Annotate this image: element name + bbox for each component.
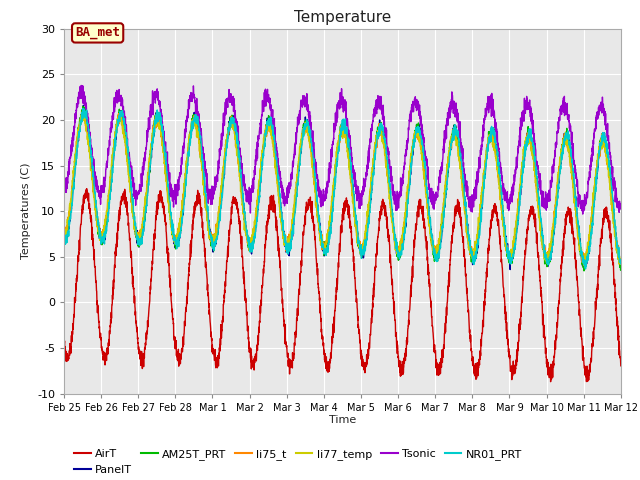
li75_t	[580, 263, 588, 268]
AirT	[157, 188, 164, 194]
li77_temp	[274, 184, 282, 190]
Line: NR01_PRT: NR01_PRT	[64, 108, 621, 269]
NR01_PRT	[79, 106, 86, 111]
PanelT	[506, 267, 514, 273]
NR01_PRT	[157, 114, 164, 120]
AirT	[547, 379, 554, 384]
Y-axis label: Temperatures (C): Temperatures (C)	[21, 163, 31, 260]
PanelT	[298, 138, 306, 144]
Tsonic	[546, 187, 554, 192]
NR01_PRT	[582, 266, 589, 272]
li77_temp	[617, 261, 625, 267]
Tsonic	[274, 156, 282, 161]
Line: li75_t: li75_t	[64, 112, 621, 265]
AirT	[124, 211, 132, 216]
PanelT	[79, 103, 87, 108]
li77_temp	[616, 261, 624, 267]
PanelT	[274, 175, 282, 181]
NR01_PRT	[60, 229, 68, 235]
li75_t	[546, 248, 554, 253]
AM25T_PRT	[606, 179, 614, 184]
PanelT	[124, 150, 132, 156]
AM25T_PRT	[274, 179, 282, 184]
NR01_PRT	[298, 143, 306, 148]
Tsonic	[124, 144, 132, 150]
Tsonic	[579, 211, 587, 217]
li77_temp	[606, 187, 614, 192]
Tsonic	[77, 83, 85, 88]
Line: Tsonic: Tsonic	[64, 85, 621, 214]
AirT	[274, 240, 282, 246]
PanelT	[60, 235, 68, 240]
li77_temp	[157, 127, 164, 133]
AirT	[298, 248, 306, 253]
Line: AM25T_PRT: AM25T_PRT	[64, 107, 621, 271]
Tsonic	[298, 100, 306, 106]
li75_t	[78, 109, 86, 115]
li75_t	[157, 128, 164, 133]
AirT	[83, 186, 90, 192]
AM25T_PRT	[79, 104, 86, 109]
AirT	[606, 233, 614, 239]
PanelT	[617, 260, 625, 265]
AM25T_PRT	[60, 235, 68, 240]
Tsonic	[157, 109, 164, 115]
Tsonic	[606, 152, 614, 158]
Line: PanelT: PanelT	[64, 106, 621, 270]
AM25T_PRT	[124, 158, 132, 164]
li75_t	[298, 134, 306, 140]
li75_t	[606, 183, 614, 189]
Title: Temperature: Temperature	[294, 10, 391, 25]
li77_temp	[298, 137, 306, 143]
NR01_PRT	[124, 148, 132, 154]
X-axis label: Time: Time	[329, 415, 356, 425]
li75_t	[124, 162, 132, 168]
AM25T_PRT	[546, 248, 554, 253]
li77_temp	[60, 229, 68, 235]
NR01_PRT	[617, 261, 625, 267]
Line: AirT: AirT	[64, 189, 621, 382]
AM25T_PRT	[298, 139, 306, 145]
AirT	[546, 375, 554, 381]
Tsonic	[60, 189, 68, 194]
AM25T_PRT	[157, 124, 164, 130]
li77_temp	[79, 111, 87, 117]
PanelT	[606, 172, 614, 178]
AirT	[60, 339, 68, 345]
Tsonic	[617, 205, 625, 211]
AirT	[617, 363, 625, 369]
li75_t	[60, 231, 68, 237]
Legend: AirT, PanelT, AM25T_PRT, li75_t, li77_temp, Tsonic, NR01_PRT: AirT, PanelT, AM25T_PRT, li75_t, li77_te…	[70, 445, 527, 479]
AM25T_PRT	[617, 264, 625, 269]
NR01_PRT	[274, 169, 282, 175]
Text: BA_met: BA_met	[75, 26, 120, 39]
AM25T_PRT	[580, 268, 588, 274]
NR01_PRT	[606, 169, 614, 175]
li75_t	[274, 185, 282, 191]
PanelT	[157, 118, 164, 123]
li75_t	[617, 257, 625, 263]
li77_temp	[546, 242, 554, 248]
Line: li77_temp: li77_temp	[64, 114, 621, 264]
li77_temp	[124, 160, 132, 166]
NR01_PRT	[546, 258, 554, 264]
PanelT	[547, 253, 554, 259]
